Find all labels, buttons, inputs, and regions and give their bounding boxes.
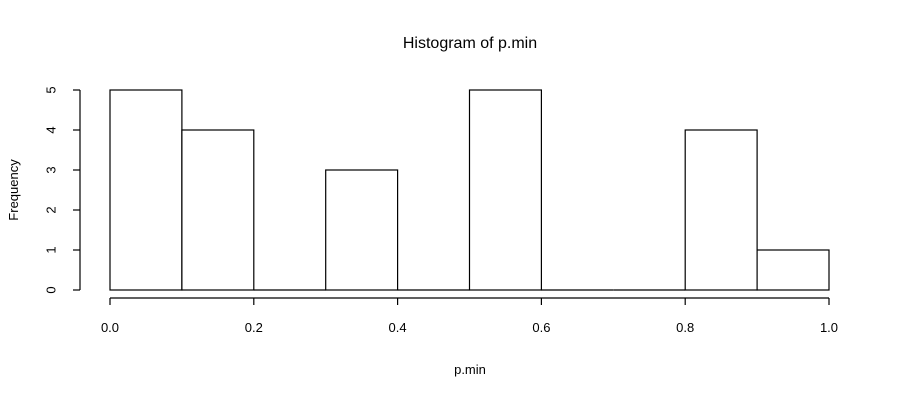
x-axis-label: p.min: [454, 362, 486, 377]
y-tick-label: 3: [43, 166, 58, 173]
x-tick-label: 0.6: [532, 320, 550, 335]
histogram-bar: [181, 129, 255, 291]
histogram-bar: [325, 169, 399, 291]
bars-group: [109, 89, 830, 291]
x-tick-label: 1.0: [820, 320, 838, 335]
y-axis-label: Frequency: [6, 159, 21, 221]
y-axis: 0 1 2 3 4 5: [43, 86, 81, 294]
histogram-bar: [109, 89, 183, 291]
x-tick-label: 0.4: [389, 320, 407, 335]
chart-title: Histogram of p.min: [403, 35, 537, 52]
y-tick-label: 1: [43, 246, 58, 253]
y-tick-label: 4: [43, 126, 58, 133]
x-tick-label: 0.0: [101, 320, 119, 335]
y-tick-label: 2: [43, 206, 58, 213]
histogram-bar: [468, 89, 543, 291]
y-tick-label: 0: [43, 286, 58, 293]
histogram-bar: [684, 129, 758, 291]
y-tick-label: 5: [43, 86, 58, 93]
x-tick-label: 0.2: [245, 320, 263, 335]
x-axis: 0.0 0.2 0.4 0.6 0.8 1.0: [101, 297, 838, 335]
x-tick-label: 0.8: [676, 320, 694, 335]
histogram-bar: [756, 249, 830, 291]
